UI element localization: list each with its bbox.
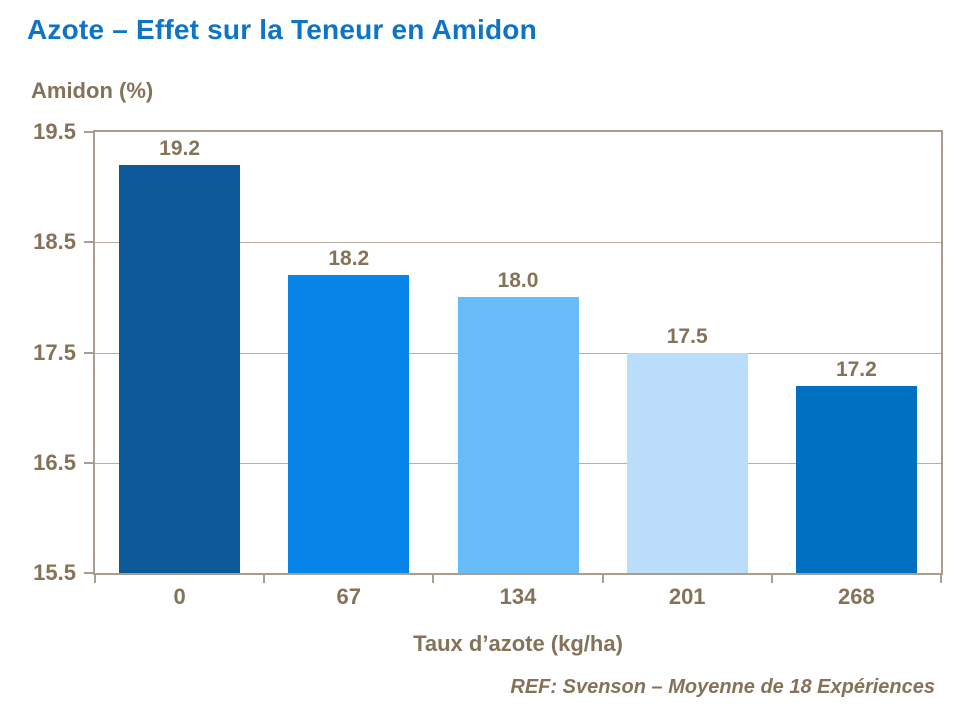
x-axis-title: Taux d’azote (kg/ha): [413, 631, 623, 656]
x-tick-mark: [432, 575, 435, 583]
y-tick-mark: [84, 351, 95, 354]
bar-value-label: 18.2: [328, 247, 370, 271]
x-tick-mark: [94, 575, 96, 583]
x-tick-label: 268: [838, 584, 875, 609]
x-tick-mark: [601, 575, 604, 583]
x-tick-label: 67: [336, 584, 362, 609]
bar-201: [626, 352, 748, 573]
reference-note: REF: Svenson – Moyenne de 18 Expériences: [510, 676, 935, 698]
y-tick-mark: [84, 461, 95, 464]
bar-0: [119, 165, 241, 573]
x-tick-label: 201: [668, 584, 706, 609]
plot-area: 19.2 18.2 18.0 17.5 17.2: [95, 132, 941, 573]
y-tick-mark: [84, 572, 95, 574]
bar-value-label: 19.2: [159, 137, 201, 161]
bar-134: [457, 297, 579, 573]
gridline: [95, 242, 941, 244]
y-axis-title: Amidon (%): [31, 78, 154, 103]
x-tick-label: 134: [499, 584, 537, 609]
bar-268: [795, 385, 917, 573]
chart-title: Azote – Effet sur la Teneur en Amidon: [27, 14, 537, 45]
bar-value-label: 18.0: [497, 269, 539, 293]
y-tick-label: 17.5: [33, 339, 76, 365]
x-tick-label: 0: [173, 584, 186, 609]
y-tick-label: 19.5: [33, 119, 76, 144]
y-tick-mark: [84, 241, 95, 244]
bar-value-label: 17.5: [666, 324, 708, 348]
y-tick-label: 16.5: [33, 449, 76, 475]
bar-67: [288, 275, 410, 573]
x-tick-mark: [770, 575, 773, 583]
y-tick-label: 15.5: [33, 560, 76, 585]
bar-value-label: 17.2: [835, 357, 877, 381]
x-tick-mark: [263, 575, 266, 583]
y-tick-label: 18.5: [33, 229, 76, 255]
x-tick-mark: [940, 575, 942, 583]
y-tick-mark: [84, 131, 95, 133]
